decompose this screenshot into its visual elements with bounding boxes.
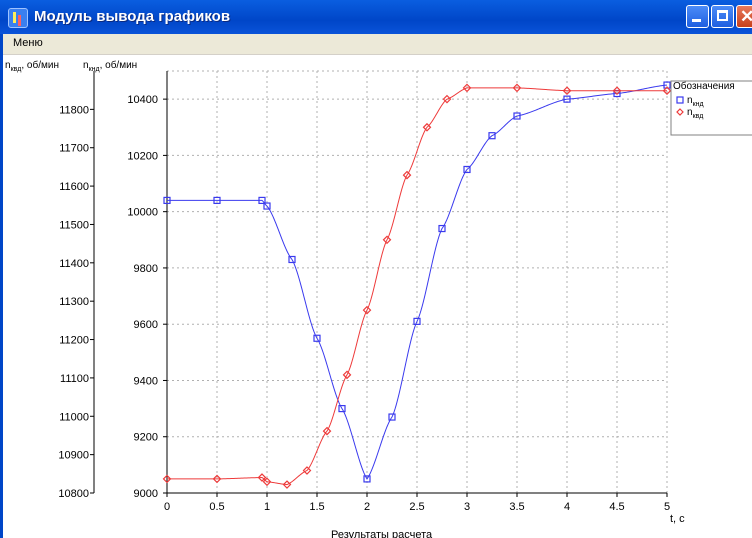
series-line [167, 84, 668, 480]
outer-y-tick-label: 11000 [59, 411, 89, 423]
data-point-square [463, 165, 471, 174]
minimize-icon [692, 19, 701, 22]
results-caption: Результаты расчета [331, 529, 433, 538]
legend: Обозначения nкнд nквд [670, 80, 752, 136]
data-point-square [313, 334, 321, 342]
data-point-diamond [512, 83, 522, 93]
outer-y-tick-label: 11400 [59, 258, 89, 270]
inner-y-tick-label: 9600 [134, 319, 158, 331]
inner-y-tick-label: 9400 [134, 375, 158, 387]
inner-y-tick-label: 10200 [127, 150, 158, 162]
minimize-button[interactable] [686, 5, 709, 28]
x-tick-label: 4 [564, 501, 570, 513]
x-tick-label: 3 [464, 501, 470, 513]
outer-y-tick-label: 11600 [59, 181, 89, 193]
x-tick-label: 2 [364, 501, 370, 513]
inner-y-tick-label: 10400 [127, 94, 158, 106]
chart-area: 10800 10900 11000 11100 11200 11300 11400 11500… [3, 55, 752, 538]
legend-marker-diamond-icon [676, 108, 684, 116]
outer-y-tick-label: 11800 [59, 104, 89, 116]
inner-y-tick-label: 9000 [134, 488, 158, 500]
data-point-diamond [382, 235, 392, 245]
data-point-diamond [422, 122, 432, 132]
data-point-square [363, 475, 371, 483]
legend-entry-1: nкнд [687, 95, 704, 108]
data-point-diamond [342, 370, 352, 380]
outer-y-tick-label: 11500 [59, 219, 89, 231]
maximize-button[interactable] [711, 5, 734, 28]
x-tick-label: 1 [264, 501, 270, 513]
x-tick-label: 4.5 [609, 501, 624, 513]
app-chart-icon [8, 8, 28, 28]
close-icon: ✕ [740, 7, 752, 26]
data-point-diamond [322, 426, 332, 436]
inner-y-tick-label: 10000 [127, 207, 158, 219]
data-point-diamond [462, 83, 472, 93]
data-point-square [163, 196, 171, 205]
data-point-diamond [302, 466, 312, 475]
data-point-diamond [212, 474, 222, 484]
outer-y-tick-label: 10900 [58, 450, 89, 462]
window-title: Модуль вывода графиков [34, 8, 231, 25]
x-tick-label: 5 [664, 501, 670, 513]
data-point-square [563, 95, 571, 103]
inner-y-tick-label: 9200 [134, 432, 158, 444]
series-line [167, 87, 667, 486]
x-tick-label: 0 [164, 501, 170, 513]
data-point-diamond [662, 86, 672, 96]
outer-y-axis-label: nквд, об/мин [5, 59, 59, 73]
inner-y-tick-label: 9800 [134, 263, 158, 275]
data-point-square [488, 132, 496, 140]
outer-y-tick-label: 11700 [59, 143, 89, 155]
x-ticks: 0 0.5 1 1.5 2 2.5 3 3.5 4 4.5 5 [164, 493, 670, 513]
series-1 [163, 81, 671, 483]
outer-y-tick-label: 11300 [59, 296, 89, 308]
data-point-square [413, 317, 421, 325]
legend-title: Обозначения [673, 80, 735, 92]
x-tick-label: 3.5 [509, 501, 524, 513]
data-point-diamond [612, 86, 622, 96]
data-point-diamond [362, 305, 372, 315]
x-axis-label: t, c [670, 513, 685, 525]
data-point-square [388, 413, 396, 421]
title-bar: Модуль вывода графиков ✕ [0, 0, 752, 34]
outer-y-tick-label: 11100 [60, 373, 89, 385]
x-tick-label: 1.5 [309, 501, 324, 513]
maximize-icon [717, 10, 728, 21]
outer-y-tick-label: 10800 [58, 488, 89, 500]
inner-y-ticks: 9000 9200 9400 9600 9800 10000 10200 10400 [127, 94, 167, 500]
data-point-square [258, 196, 266, 205]
data-point-diamond [282, 480, 292, 489]
series-2 [162, 83, 672, 489]
data-point-diamond [162, 474, 172, 484]
data-point-diamond [257, 473, 267, 482]
window-frame-left [0, 34, 3, 538]
close-button[interactable]: ✕ [736, 5, 752, 28]
menu-bar: Меню [3, 34, 752, 55]
legend-marker-square-icon [676, 96, 684, 104]
menu-item-menu[interactable]: Меню [13, 37, 43, 49]
outer-y-ticks: 10800 10900 11000 11100 11200 11300 11400 11500… [58, 104, 94, 500]
data-point-square [438, 224, 446, 233]
chart-grid [167, 70, 668, 493]
x-tick-label: 2.5 [409, 501, 424, 513]
data-point-square [663, 81, 671, 89]
data-point-square [513, 112, 521, 120]
inner-y-axis-label: nкнд, об/мин [83, 59, 137, 73]
data-point-diamond [442, 94, 452, 104]
data-point-diamond [262, 477, 272, 487]
data-point-square [338, 405, 346, 413]
data-point-diamond [562, 86, 572, 96]
legend-box [670, 80, 752, 136]
legend-entry-2: nквд [687, 107, 703, 120]
data-point-square [263, 202, 271, 210]
data-point-diamond [402, 170, 412, 180]
data-point-square [213, 196, 221, 205]
x-tick-label: 0.5 [209, 501, 224, 513]
outer-y-tick-label: 11200 [59, 335, 89, 347]
data-point-square [288, 255, 296, 264]
chart-background [3, 55, 752, 538]
chart-series [162, 81, 672, 489]
